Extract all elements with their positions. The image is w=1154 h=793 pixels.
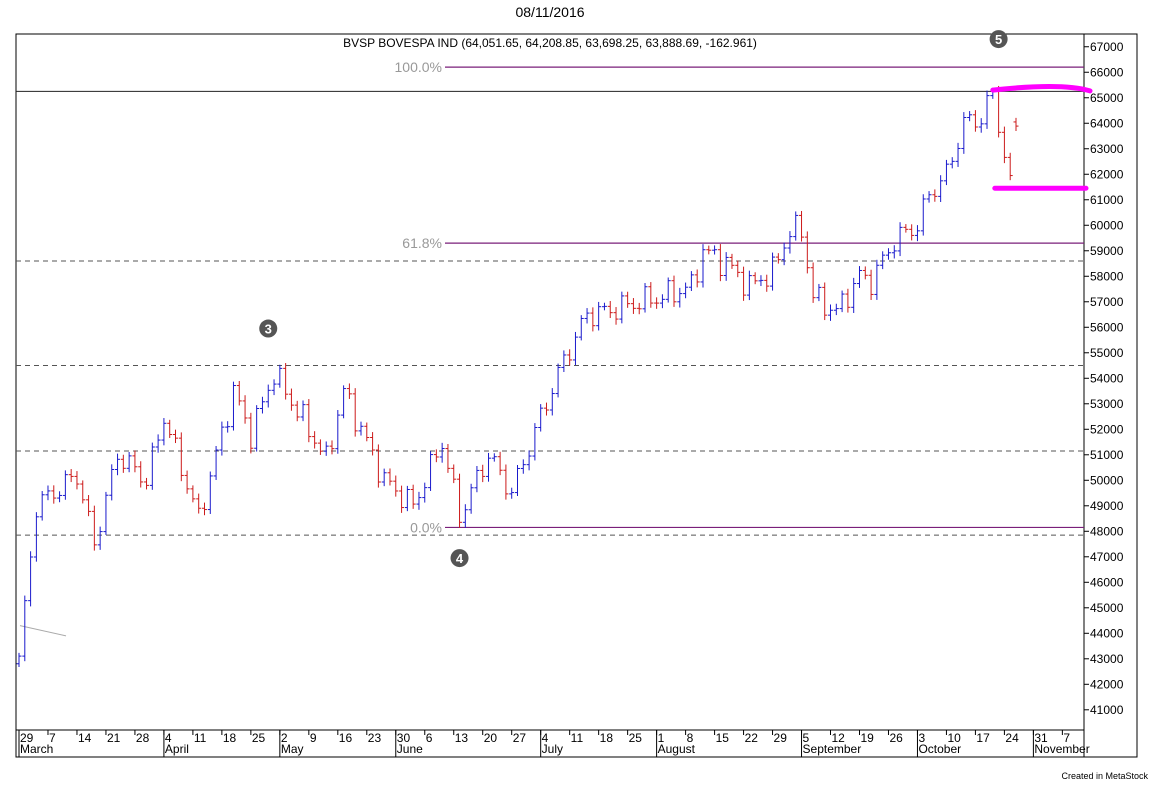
y-tick-label: 49000 — [1090, 499, 1124, 513]
x-tick-label: 4 — [165, 731, 172, 745]
x-tick-label: 4 — [542, 731, 549, 745]
page-date: 08/11/2016 — [515, 4, 585, 20]
fib-label: 0.0% — [410, 519, 442, 535]
x-tick-label: 7 — [49, 731, 56, 745]
credit-text: Created in MetaStock — [1061, 771, 1148, 781]
x-tick-label: 6 — [426, 731, 433, 745]
x-tick-label: 11 — [571, 731, 584, 745]
x-tick-label: 13 — [455, 731, 469, 745]
x-tick-label: 27 — [513, 731, 527, 745]
wave-label: 3 — [265, 322, 272, 337]
x-tick-label: 19 — [860, 731, 874, 745]
x-tick-label: 1 — [658, 731, 665, 745]
x-tick-label: 12 — [832, 731, 846, 745]
x-tick-label: 22 — [745, 731, 759, 745]
x-tick-label: 28 — [136, 731, 150, 745]
x-tick-label: 26 — [889, 731, 903, 745]
x-tick-label: 29 — [774, 731, 788, 745]
y-tick-label: 62000 — [1090, 167, 1124, 181]
wave-label: 4 — [456, 551, 464, 566]
x-tick-label: 11 — [194, 731, 207, 745]
y-tick-label: 42000 — [1090, 677, 1124, 691]
x-tick-label: 30 — [397, 731, 411, 745]
trendline — [19, 625, 67, 637]
month-label: September — [803, 742, 862, 756]
x-tick-label: 31 — [1034, 731, 1048, 745]
x-tick-label: 3 — [918, 731, 925, 745]
x-tick-label: 29 — [20, 731, 34, 745]
month-label: October — [918, 742, 961, 756]
wave-label: 5 — [995, 32, 1002, 47]
y-tick-label: 46000 — [1090, 575, 1124, 589]
x-tick-label: 16 — [339, 731, 353, 745]
x-tick-label: 23 — [368, 731, 382, 745]
x-tick-label: 18 — [223, 731, 237, 745]
x-tick-label: 25 — [629, 731, 643, 745]
x-tick-label: 2 — [281, 731, 288, 745]
y-tick-label: 44000 — [1090, 626, 1124, 640]
y-tick-label: 43000 — [1090, 652, 1124, 666]
y-tick-label: 52000 — [1090, 422, 1124, 436]
chart-frame — [15, 33, 1138, 758]
y-tick-label: 59000 — [1090, 244, 1124, 258]
y-tick-label: 57000 — [1090, 295, 1124, 309]
x-tick-label: 8 — [687, 731, 694, 745]
month-label: March — [20, 742, 53, 756]
y-tick-label: 58000 — [1090, 269, 1124, 283]
x-tick-label: 9 — [310, 731, 317, 745]
fib-label: 61.8% — [402, 235, 442, 251]
magenta-upper-line — [990, 83, 1093, 94]
wave-label-circle — [450, 549, 469, 568]
month-label: August — [658, 742, 696, 756]
y-tick-label: 60000 — [1090, 218, 1124, 232]
x-tick-label: 15 — [716, 731, 730, 745]
x-tick-label: 25 — [252, 731, 266, 745]
fib-label: 100.0% — [395, 59, 442, 75]
x-tick-label: 24 — [1005, 731, 1019, 745]
y-tick-label: 45000 — [1090, 601, 1124, 615]
y-tick-label: 50000 — [1090, 473, 1124, 487]
month-label: November — [1034, 742, 1089, 756]
y-tick-label: 53000 — [1090, 397, 1124, 411]
month-label: May — [281, 742, 304, 756]
x-tick-label: 20 — [484, 731, 498, 745]
month-label: April — [165, 742, 189, 756]
y-tick-label: 67000 — [1090, 40, 1124, 54]
x-tick-label: 10 — [947, 731, 961, 745]
chart-title: BVSP BOVESPA IND (64,051.65, 64,208.85, … — [343, 36, 757, 50]
y-tick-label: 48000 — [1090, 524, 1124, 538]
x-tick-label: 17 — [976, 731, 990, 745]
y-tick-label: 51000 — [1090, 448, 1124, 462]
y-tick-label: 66000 — [1090, 65, 1124, 79]
y-tick-label: 41000 — [1090, 703, 1124, 717]
x-tick-label: 7 — [1063, 731, 1070, 745]
wave-label-circle — [989, 30, 1008, 49]
y-tick-label: 56000 — [1090, 320, 1124, 334]
wave-label-circle — [259, 319, 278, 338]
y-tick-label: 65000 — [1090, 91, 1124, 105]
month-label: June — [397, 742, 423, 756]
x-tick-label: 18 — [600, 731, 614, 745]
y-tick-label: 63000 — [1090, 142, 1124, 156]
y-tick-label: 47000 — [1090, 550, 1124, 564]
month-label: July — [542, 742, 563, 756]
y-tick-label: 64000 — [1090, 116, 1124, 130]
x-tick-label: 21 — [107, 731, 121, 745]
x-tick-label: 14 — [78, 731, 92, 745]
y-tick-label: 54000 — [1090, 371, 1124, 385]
y-tick-label: 61000 — [1090, 193, 1124, 207]
x-tick-label: 5 — [803, 731, 810, 745]
y-tick-label: 55000 — [1090, 346, 1124, 360]
